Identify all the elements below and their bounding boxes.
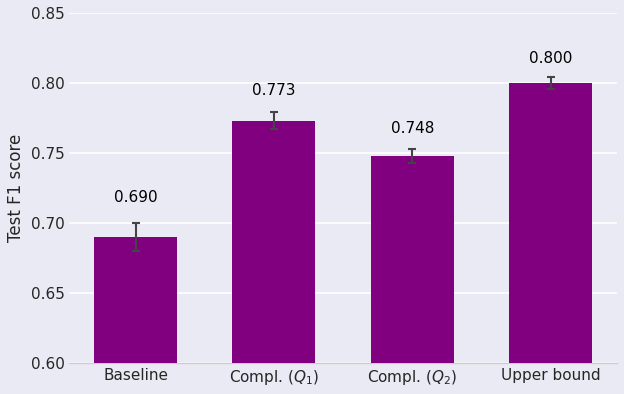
- Y-axis label: Test F1 score: Test F1 score: [7, 134, 25, 242]
- Bar: [94, 237, 177, 394]
- Text: 0.748: 0.748: [391, 121, 434, 136]
- Text: 0.690: 0.690: [114, 190, 157, 205]
- Bar: [509, 83, 592, 394]
- Text: 0.800: 0.800: [529, 51, 572, 66]
- Text: 0.773: 0.773: [252, 84, 296, 98]
- Bar: [233, 121, 316, 394]
- Bar: [371, 156, 454, 394]
